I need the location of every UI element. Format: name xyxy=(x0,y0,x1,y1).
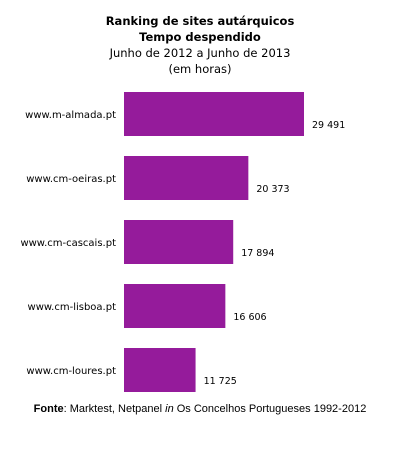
bar xyxy=(124,156,249,200)
chart-title: Ranking de sites autárquicos xyxy=(105,14,295,28)
data-label: 11 725 xyxy=(204,376,237,387)
chart-period: Junho de 2012 a Junho de 2013 xyxy=(109,46,291,60)
data-label: 16 606 xyxy=(233,312,266,323)
bar xyxy=(124,284,226,328)
source-text-1: : Marktest, Netpanel xyxy=(63,403,166,415)
data-label: 20 373 xyxy=(256,184,289,195)
bar xyxy=(124,220,234,264)
bar xyxy=(124,92,304,136)
data-label: 29 491 xyxy=(312,120,345,131)
category-label: www.cm-lisboa.pt xyxy=(28,302,117,313)
category-label: www.cm-oeiras.pt xyxy=(26,174,116,185)
source-footer: Fonte: Marktest, Netpanel in Os Concelho… xyxy=(0,403,400,415)
category-label: www.m-almada.pt xyxy=(25,110,116,121)
chart-subtitle: Tempo despendido xyxy=(139,30,261,44)
bar xyxy=(124,348,196,392)
source-label: Fonte xyxy=(33,403,64,415)
chart-units: (em horas) xyxy=(168,62,232,76)
bar-chart: www.m-almada.pt 29 491 www.cm-oeiras.pt 20 … xyxy=(20,92,345,392)
data-label: 17 894 xyxy=(241,248,274,259)
source-text-2: Os Concelhos Portugueses 1992-2012 xyxy=(173,403,367,415)
chart-titles: Ranking de sites autárquicos Tempo despe… xyxy=(0,13,400,77)
category-label: www.cm-loures.pt xyxy=(26,366,116,377)
source-italic: in xyxy=(165,403,174,415)
category-label: www.cm-cascais.pt xyxy=(20,238,116,249)
